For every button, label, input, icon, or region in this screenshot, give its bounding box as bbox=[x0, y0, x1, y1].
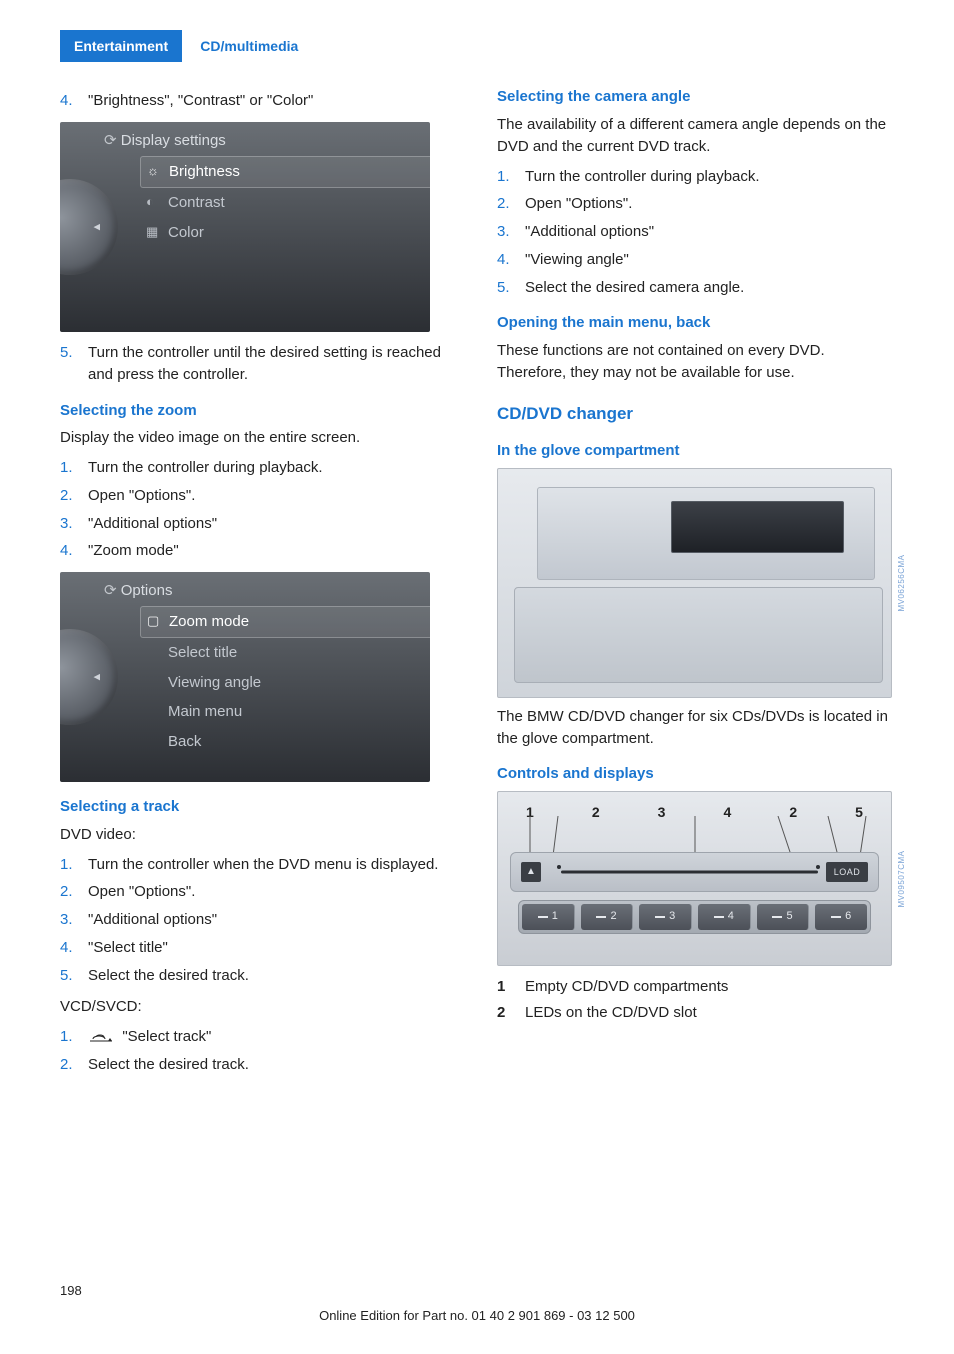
slot-button: 6 bbox=[815, 904, 867, 930]
controller-knob-icon bbox=[60, 179, 118, 275]
heading-camera-angle: Selecting the camera angle bbox=[497, 86, 894, 108]
list-item: 1.Turn the controller when the DVD menu … bbox=[60, 854, 457, 876]
glove-compartment-illustration bbox=[497, 468, 892, 698]
changer-face: ▲ LOAD bbox=[510, 852, 879, 892]
cd-slot bbox=[561, 871, 818, 874]
list-item: 4."Brightness", "Contrast" or "Color" bbox=[60, 90, 457, 112]
camera-intro: The availability of a different camera a… bbox=[497, 114, 894, 158]
left-column: 4."Brightness", "Contrast" or "Color" Di… bbox=[60, 86, 457, 1085]
checkbox-icon: ▢ bbox=[147, 612, 159, 631]
header-tab-cdmultimedia: CD/multimedia bbox=[186, 30, 312, 62]
image-code: MV09507CMA bbox=[896, 850, 908, 907]
menu-item-brightness: ☼Brightness bbox=[140, 156, 430, 188]
list-item: 5.Turn the controller until the desired … bbox=[60, 342, 457, 386]
contrast-icon: ◐ bbox=[146, 193, 154, 212]
list-item: 3."Additional options" bbox=[60, 909, 457, 931]
list-item: 2.Select the desired track. bbox=[60, 1054, 457, 1076]
idrive-title: Display settings bbox=[104, 130, 226, 152]
slot-button: 2 bbox=[581, 904, 634, 930]
header-tab-entertainment: Entertainment bbox=[60, 30, 182, 62]
list-item: 1.Turn the controller during playback. bbox=[60, 457, 457, 479]
list-item: 4."Select title" bbox=[60, 937, 457, 959]
list-item: 5.Select the desired camera angle. bbox=[497, 277, 894, 299]
led-icon bbox=[816, 865, 820, 869]
menu-item-select-title: Select title bbox=[140, 638, 430, 668]
steps-camera: 1.Turn the controller during playback. 2… bbox=[497, 166, 894, 299]
heading-zoom: Selecting the zoom bbox=[60, 400, 457, 422]
subheading-controls: Controls and displays bbox=[497, 763, 894, 785]
menu-item-zoom-mode: ▢Zoom mode bbox=[140, 606, 430, 638]
list-item: 5.Select the desired track. bbox=[60, 965, 457, 987]
list-item: 1.Turn the controller during playback. bbox=[497, 166, 894, 188]
image-code: MV06256CMA bbox=[896, 554, 908, 611]
main-menu-body: These functions are not contained on eve… bbox=[497, 340, 894, 384]
eject-disc-icon bbox=[88, 1030, 114, 1044]
menu-item-back: Back bbox=[140, 727, 430, 757]
slot-button: 4 bbox=[698, 904, 751, 930]
list-item: 2.Open "Options". bbox=[60, 881, 457, 903]
list-item: 2.Open "Options". bbox=[60, 485, 457, 507]
steps-zoom: 1.Turn the controller during playback. 2… bbox=[60, 457, 457, 562]
menu-item-main-menu: Main menu bbox=[140, 697, 430, 727]
dvd-label: DVD video: bbox=[60, 824, 457, 846]
right-column: Selecting the camera angle The availabil… bbox=[497, 86, 894, 1085]
steps-track-dvd: 1.Turn the controller when the DVD menu … bbox=[60, 854, 457, 987]
heading-track: Selecting a track bbox=[60, 796, 457, 818]
load-button: LOAD bbox=[826, 862, 868, 882]
steps-brightness-cont: 5.Turn the controller until the desired … bbox=[60, 342, 457, 386]
callout-lines-icon bbox=[498, 816, 891, 856]
footer-line: Online Edition for Part no. 01 40 2 901 … bbox=[60, 1307, 894, 1326]
slot-buttons-row: 1 2 3 4 5 6 bbox=[518, 900, 871, 934]
slot-button: 5 bbox=[757, 904, 810, 930]
slot-button: 3 bbox=[639, 904, 692, 930]
menu-item-color: ▦Color bbox=[140, 218, 430, 248]
steps-brightness: 4."Brightness", "Contrast" or "Color" bbox=[60, 90, 457, 112]
legend-item: 1Empty CD/DVD compartments bbox=[497, 976, 894, 998]
slot-button: 1 bbox=[522, 904, 575, 930]
list-item: 2.Open "Options". bbox=[497, 193, 894, 215]
eject-button-icon: ▲ bbox=[521, 862, 541, 882]
heading-cddvd-changer: CD/DVD changer bbox=[497, 402, 894, 427]
list-item: 4."Zoom mode" bbox=[60, 540, 457, 562]
idrive-display-settings: Display settings ☼Brightness ◐Contrast ▦… bbox=[60, 122, 430, 332]
legend-item: 2LEDs on the CD/DVD slot bbox=[497, 1002, 894, 1024]
list-item: 4."Viewing angle" bbox=[497, 249, 894, 271]
menu-item-contrast: ◐Contrast bbox=[140, 188, 430, 218]
vcd-label: VCD/SVCD: bbox=[60, 996, 457, 1018]
color-icon: ▦ bbox=[146, 223, 158, 242]
steps-track-vcd: 1. "Select track" 2.Select the desired t… bbox=[60, 1026, 457, 1076]
sun-icon: ☼ bbox=[147, 162, 159, 181]
page-footer: 198 Online Edition for Part no. 01 40 2 … bbox=[60, 1282, 894, 1326]
heading-main-menu-back: Opening the main menu, back bbox=[497, 312, 894, 334]
idrive-options: Options ▢Zoom mode Select title Viewing … bbox=[60, 572, 430, 782]
changer-controls-illustration: 1 2 3 4 2 5 bbox=[497, 791, 892, 966]
controller-knob-icon bbox=[60, 629, 118, 725]
page-number: 198 bbox=[60, 1282, 120, 1301]
zoom-intro: Display the video image on the entire sc… bbox=[60, 427, 457, 449]
menu-item-viewing-angle: Viewing angle bbox=[140, 668, 430, 698]
list-item: 3."Additional options" bbox=[497, 221, 894, 243]
glove-caption: The BMW CD/DVD changer for six CDs/DVDs … bbox=[497, 706, 894, 750]
page-header: Entertainment CD/multimedia bbox=[60, 30, 894, 62]
subheading-glove: In the glove compartment bbox=[497, 440, 894, 462]
list-item: 3."Additional options" bbox=[60, 513, 457, 535]
list-item: 1. "Select track" bbox=[60, 1026, 457, 1048]
idrive-title: Options bbox=[104, 580, 172, 602]
led-icon bbox=[557, 865, 561, 869]
